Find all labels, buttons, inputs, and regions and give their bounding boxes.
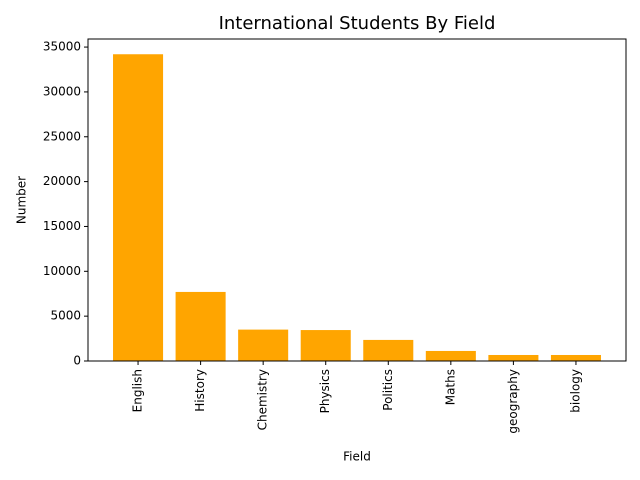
bar: [238, 329, 289, 361]
bar: [550, 354, 601, 361]
y-tick-label: 10000: [43, 264, 81, 278]
x-tick-label: English: [131, 369, 145, 412]
y-tick-label: 35000: [43, 40, 81, 54]
bar: [175, 291, 226, 361]
x-axis-label: Field: [343, 450, 371, 464]
bar: [113, 54, 164, 361]
x-tick-label: Chemistry: [256, 369, 270, 430]
x-tick-label: History: [193, 369, 207, 412]
x-tick-label: Physics: [318, 369, 332, 413]
bar: [425, 350, 476, 361]
x-tick-label: biology: [568, 369, 582, 413]
y-tick-label: 30000: [43, 84, 81, 98]
y-tick-label: 15000: [43, 219, 81, 233]
bar: [363, 339, 414, 361]
x-tick-label: Politics: [381, 369, 395, 411]
y-tick-label: 5000: [50, 309, 81, 323]
y-tick-label: 25000: [43, 129, 81, 143]
x-tick-label: Maths: [443, 369, 457, 405]
y-axis-label: Number: [15, 176, 29, 224]
bar: [488, 354, 539, 361]
bar: [300, 330, 351, 361]
y-tick-label: 0: [73, 354, 81, 368]
plot-frame: [87, 38, 627, 362]
x-tick-label: geography: [506, 369, 520, 434]
chart-title: International Students By Field: [219, 13, 496, 34]
y-tick-label: 20000: [43, 174, 81, 188]
